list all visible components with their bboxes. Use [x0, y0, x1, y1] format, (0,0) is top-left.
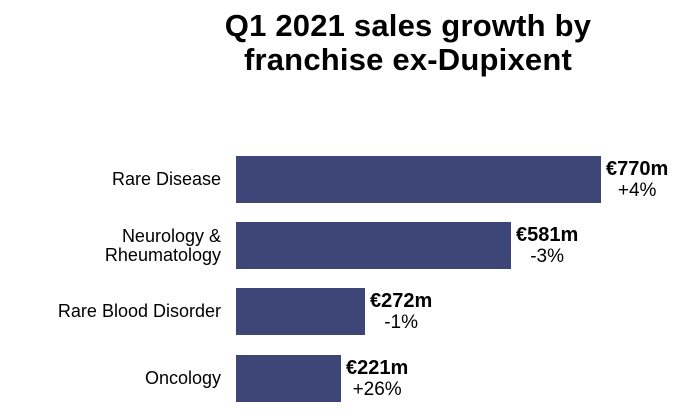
bar — [236, 222, 511, 269]
value-label: €770m — [606, 158, 669, 180]
value-label: €221m — [346, 357, 409, 379]
bar — [236, 156, 601, 203]
growth-label: +4% — [617, 180, 657, 201]
category-label: Neurology & Rheumatology — [0, 222, 221, 269]
category-label-line: Neurology & — [121, 225, 221, 246]
category-label: Rare Disease — [0, 156, 221, 203]
chart-row: Rare Disease €770m +4% — [0, 156, 694, 203]
chart-row: Rare Blood Disorder €272m -1% — [0, 288, 694, 335]
chart-title-line-1: Q1 2021 sales growth by — [224, 8, 592, 43]
category-label: Rare Blood Disorder — [0, 288, 221, 335]
value-label: €272m — [370, 290, 433, 312]
growth-label: -1% — [384, 312, 419, 333]
chart-row: Neurology & Rheumatology €581m -3% — [0, 222, 694, 269]
category-label-line: Oncology — [144, 368, 221, 388]
value-block: €581m -3% — [516, 222, 578, 269]
chart-title-line-2: franchise ex-Dupixent — [243, 42, 573, 77]
value-block: €221m +26% — [346, 355, 408, 402]
value-label: €581m — [516, 224, 579, 246]
value-block: €770m +4% — [606, 156, 668, 203]
growth-label: +26% — [352, 379, 402, 400]
value-block: €272m -1% — [370, 288, 432, 335]
category-label-line: Rare Blood Disorder — [57, 301, 221, 321]
bar — [236, 355, 341, 402]
category-label-line: Rare Disease — [111, 169, 221, 189]
category-label: Oncology — [0, 355, 221, 402]
chart-row: Oncology €221m +26% — [0, 355, 694, 402]
bar — [236, 288, 365, 335]
category-label-line: Rheumatology — [104, 244, 221, 265]
growth-label: -3% — [530, 246, 565, 267]
chart-title: Q1 2021 sales growth by franchise ex-Dup… — [108, 9, 694, 77]
